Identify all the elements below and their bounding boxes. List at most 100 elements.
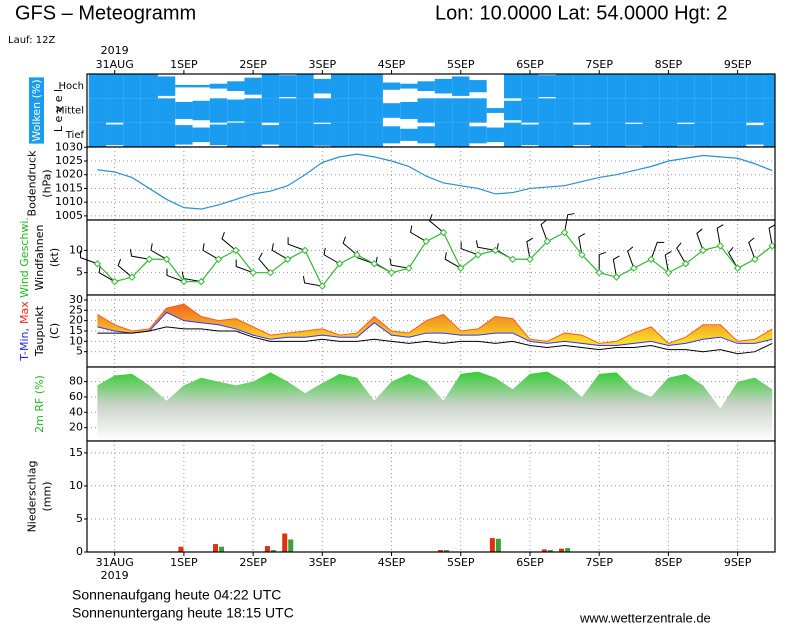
wind-barb: [526, 237, 534, 260]
wind-speed-marker: [595, 268, 603, 277]
precipitation-bar: [495, 538, 501, 552]
cloud-cover: [642, 98, 660, 123]
x-tick-label: 6SEP: [516, 556, 544, 569]
y-axis-label-part: Taupunkt: [33, 305, 46, 357]
wind-barb: [664, 251, 672, 273]
x-tick-label: 31AUG: [96, 58, 134, 71]
cloud-cover: [123, 74, 141, 99]
y-axis-label-text: (kt): [48, 248, 61, 267]
wind-barb: [650, 241, 665, 260]
wind-barb: [302, 275, 323, 287]
wind-barb: [696, 228, 704, 251]
cloud-cover: [452, 122, 470, 147]
cloud-cover: [261, 74, 280, 99]
cloud-cover: [296, 122, 314, 147]
y-axis-label-text: Wind Geschwi.: [18, 217, 31, 298]
cloud-cover: [209, 98, 228, 123]
wind-speed-marker: [197, 277, 205, 286]
y-tick-label: 20: [69, 421, 83, 434]
cloud-cover: [382, 82, 401, 90]
cloud-cover: [175, 84, 193, 88]
y-tick-label: 30: [69, 293, 83, 306]
cloud-cover: [677, 123, 695, 146]
panel-background: [87, 441, 775, 552]
wind-speed-marker: [768, 242, 776, 250]
cloud-cover: [88, 122, 107, 147]
cloud-cover: [261, 98, 280, 123]
cloud-cover: [434, 98, 453, 123]
y-tick-label: 15: [69, 324, 83, 337]
wind-speed-marker: [733, 264, 742, 272]
cloud-cover: [538, 75, 556, 98]
y-axis-label: Wolken (%): [29, 77, 44, 144]
y-axis-label-text: Taupunkt: [33, 305, 46, 357]
cloud-cover: [434, 78, 453, 94]
cloud-cover: [694, 122, 712, 147]
wind-speed-marker: [318, 282, 327, 290]
precipitation-bar: [437, 550, 443, 552]
precipitation-bar: [213, 544, 219, 552]
precipitation-bar: [565, 548, 571, 552]
y-axis-label-text: 2m RF (%): [33, 375, 46, 433]
cloud-cover: [573, 74, 591, 99]
wind-barb: [79, 250, 98, 265]
cloud-cover: [504, 74, 522, 99]
cloud-cover: [157, 76, 176, 96]
wind-barb: [323, 247, 340, 265]
panel-background: [87, 147, 775, 220]
y-tick-label: 60: [69, 390, 83, 403]
wind-speed-marker: [560, 228, 569, 237]
y-axis-label: 2m RF (%): [33, 375, 46, 433]
cloud-cover: [694, 98, 712, 123]
x-tick-label: 6SEP: [516, 58, 544, 71]
x-tick-label: 5SEP: [447, 556, 475, 569]
precipitation-bar: [178, 546, 184, 552]
wind-barb: [150, 243, 167, 260]
panel-frame: [86, 440, 776, 553]
x-tick-label: 3SEP: [309, 556, 337, 569]
wind-speed-marker: [508, 255, 517, 263]
y-axis-label-text: T-Min, Max: [18, 301, 31, 362]
cloud-cover: [694, 74, 712, 99]
precipitation-bar: [264, 546, 270, 552]
cloud-cover: [244, 122, 262, 147]
precipitation-bar: [547, 550, 553, 552]
level-label: Mittel: [56, 106, 84, 117]
cloud-cover: [382, 126, 401, 144]
y-tick-label: 1015: [55, 181, 83, 194]
wind-speed-marker: [162, 255, 171, 263]
wind-speed-marker: [301, 246, 309, 255]
cloud-cover: [348, 122, 366, 147]
y-axis-label-text: Windfahnen: [33, 225, 46, 291]
wind-speed-marker: [439, 228, 448, 237]
y-tick-label: 5: [76, 266, 83, 279]
precipitation-bar: [443, 550, 449, 552]
level-label: Hoch: [59, 81, 84, 92]
wind-barb: [768, 224, 776, 246]
cloud-cover: [123, 122, 141, 147]
year-label: 2019: [101, 44, 129, 57]
x-tick-label: 4SEP: [378, 556, 406, 569]
cloud-cover: [88, 74, 107, 99]
cloud-cover: [452, 98, 470, 123]
cloud-cover: [279, 122, 297, 147]
cloud-cover: [192, 100, 210, 121]
y-axis-label-text: Bodendruck: [26, 150, 39, 217]
temperature-line: [97, 311, 773, 346]
cloud-cover: [330, 98, 349, 123]
wind-speed-marker: [422, 237, 430, 246]
wind-speed-marker: [335, 260, 344, 268]
cloud-cover: [607, 98, 626, 123]
x-tick-label: 3SEP: [309, 58, 337, 71]
cloud-cover: [313, 98, 331, 123]
cloud-cover: [573, 124, 591, 146]
wind-barb: [342, 236, 358, 256]
source: www.wetterzentrale.de: [579, 610, 711, 625]
y-axis-label: L e v e l: [52, 89, 65, 132]
cloud-cover: [227, 99, 245, 122]
y-axis-label: (kt): [48, 248, 61, 267]
wind-speed-marker: [110, 277, 119, 286]
cloud-cover: [330, 122, 349, 147]
cloud-cover: [400, 83, 418, 89]
wind-barb: [117, 258, 133, 278]
